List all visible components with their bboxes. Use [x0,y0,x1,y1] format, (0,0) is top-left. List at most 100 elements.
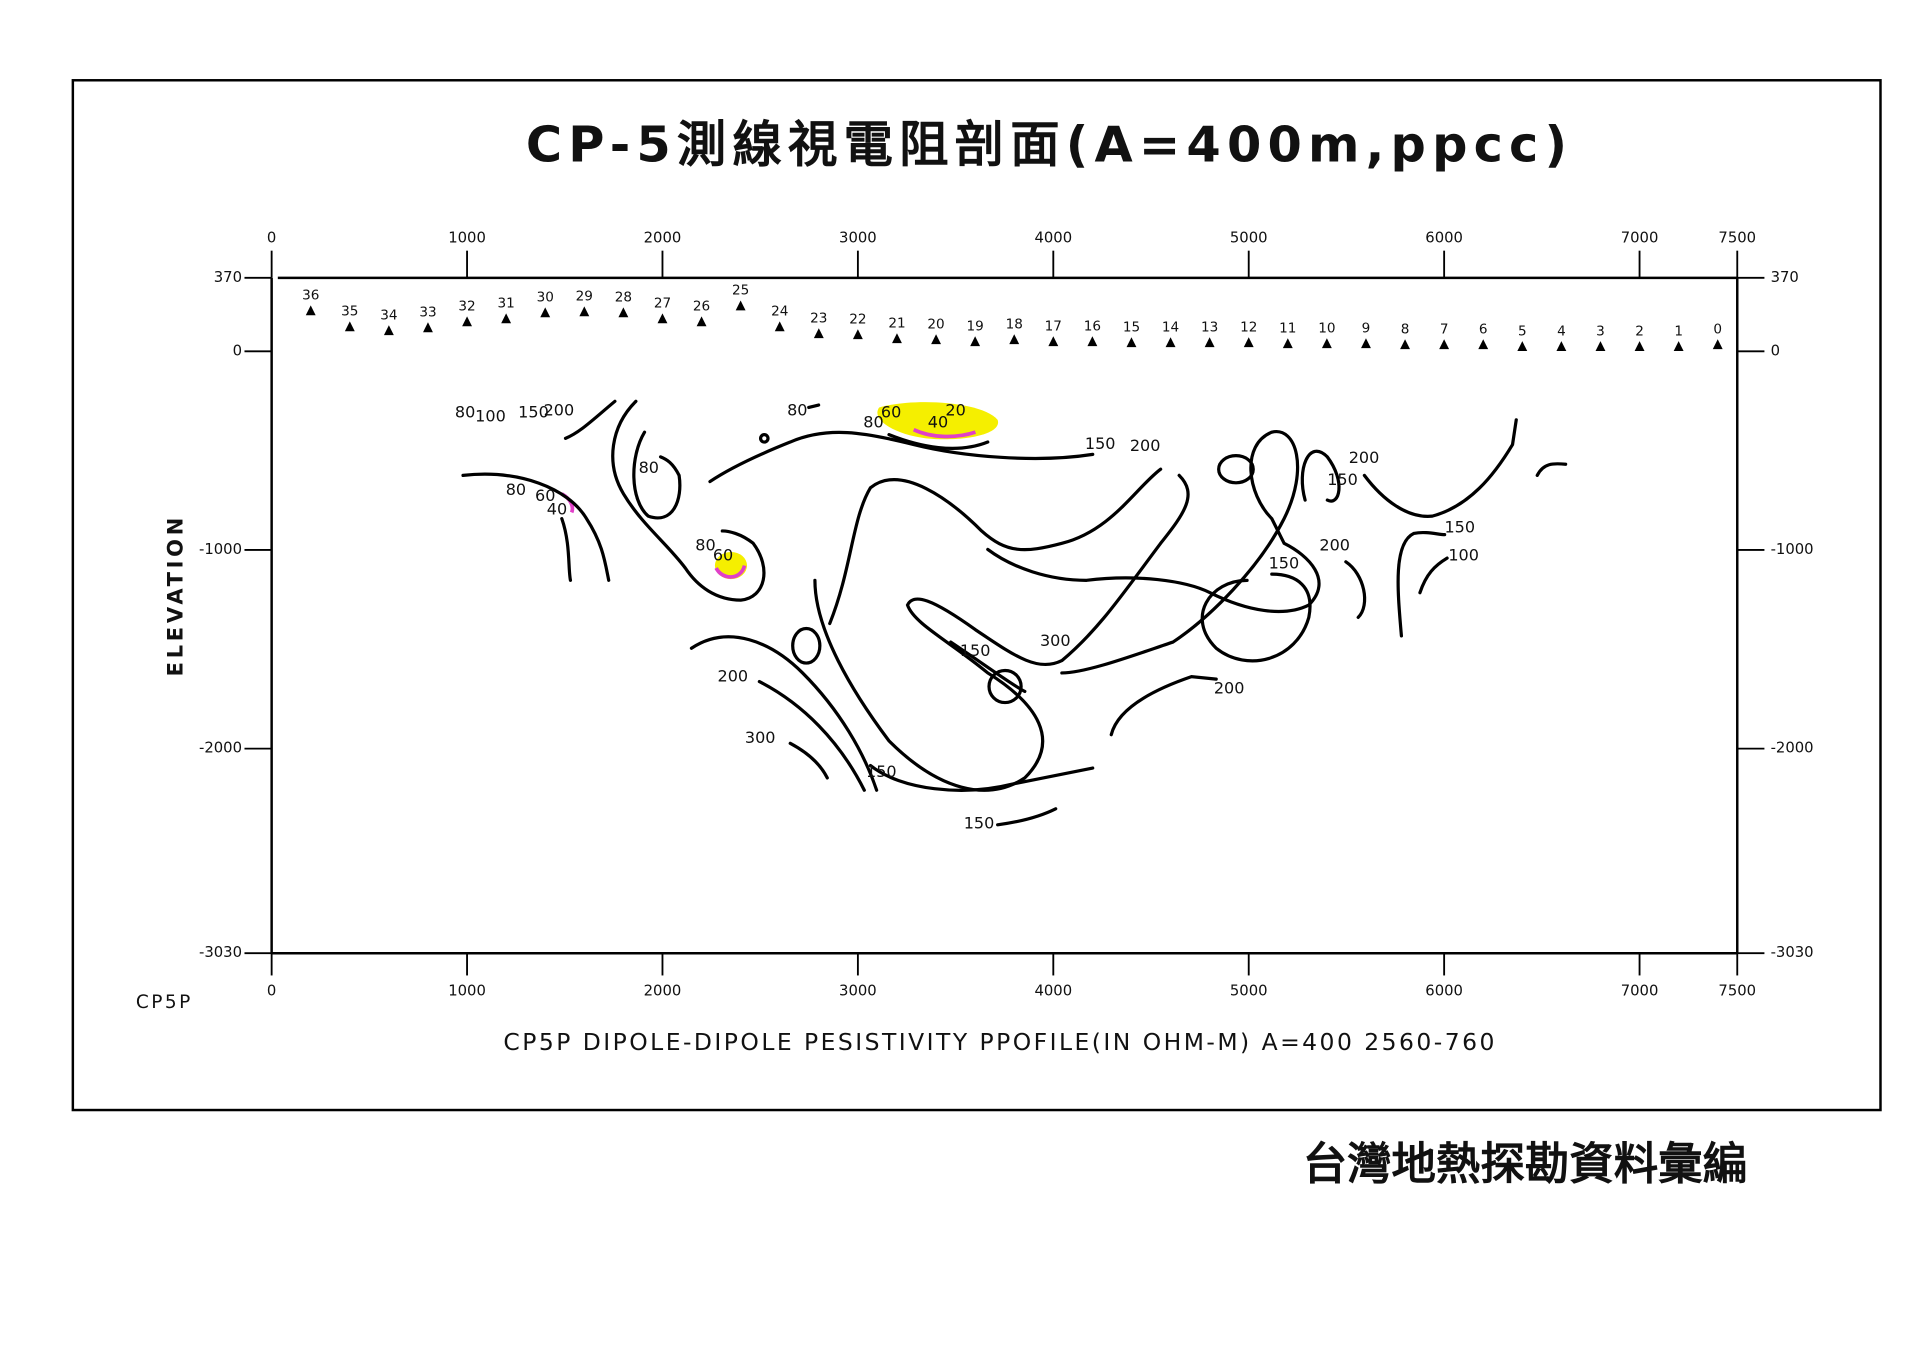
x-tick-label: 5000 [1230,229,1268,246]
station-label: 14 [1162,319,1179,335]
station-label: 25 [732,283,749,299]
station-marker [1126,337,1137,348]
contour-label: 300 [745,728,776,747]
station-marker [735,300,746,311]
station-label: 30 [537,290,554,306]
station-marker [774,321,785,332]
station-label: 26 [693,298,710,314]
highlight-line [912,428,977,439]
x-axis-label: CP5P DIPOLE-DIPOLE PESISTIVITY PPOFILE(I… [503,1028,1496,1056]
chart-title: CP-5測線視電阻剖面(A=400m,ppcc) [526,116,1573,174]
contour-label: 100 [1448,545,1479,564]
station-marker [501,313,512,324]
y-tick-label: 370 [214,269,242,286]
station-marker [970,336,981,347]
contour-line [791,626,822,665]
station-label: 21 [888,315,905,331]
station-label: 13 [1201,319,1218,335]
contour-line [807,403,821,410]
station-marker [1439,339,1450,350]
y-tick-label: 370 [1771,269,1799,286]
contour-line [461,472,611,582]
station-marker [462,316,472,327]
station-marker [423,322,433,333]
station-label: 2 [1635,323,1644,339]
contour-line [1217,454,1255,485]
contour-line [1535,462,1568,477]
contour-label: 150 [1327,470,1358,489]
contour-label: 150 [866,762,897,781]
station-marker [852,329,863,340]
station-marker [813,328,824,339]
x-tick-label: 1000 [448,983,486,1000]
station-marker [1361,338,1371,349]
station-label: 22 [849,311,866,327]
station-marker [305,305,316,316]
station-marker [1087,336,1098,347]
contour-label: 150 [960,641,991,660]
x-tick-label: 1000 [448,229,486,246]
x-tick-label: 4000 [1034,983,1072,1000]
contour-label: 150 [518,402,549,421]
contour-line [611,399,766,602]
contour-line [1200,572,1312,663]
station-label: 20 [927,316,944,332]
station-label: 27 [654,295,671,311]
contour-label: 200 [1349,448,1380,467]
station-label: 15 [1123,319,1140,335]
station-label: 29 [576,289,593,305]
contour-label: 200 [1214,679,1245,698]
x-tick-label: 7500 [1718,983,1756,1000]
station-marker [1712,339,1723,350]
x-tick-label: 0 [267,983,276,1000]
y-tick-label: -2000 [1771,740,1814,757]
station-marker [1595,341,1606,352]
station-marker [931,334,941,345]
contour-line [1362,418,1518,518]
station-marker [657,313,668,324]
station-label: 16 [1084,318,1101,334]
contour-line [1109,675,1218,737]
y-axis-label: ELEVATION [164,514,188,676]
station-label: 17 [1045,318,1062,334]
y-tick-label: -3030 [1771,944,1814,961]
x-tick-label: 6000 [1425,983,1463,1000]
contour-label: 150 [964,814,995,833]
station-marker [344,321,355,332]
contour-line [788,741,829,780]
contour-line [632,430,682,520]
contours [461,399,1568,827]
station-label: 18 [1006,316,1023,332]
x-tick-label: 6000 [1425,229,1463,246]
x-tick-label: 2000 [644,983,682,1000]
station-label: 36 [302,288,319,304]
station-marker [1165,337,1176,348]
y-tick-label: -3030 [199,944,242,961]
contour-label: 40 [547,500,567,519]
station-label: 34 [380,307,397,323]
station-label: 12 [1240,319,1257,335]
contour-label: 80 [639,458,659,477]
contour-label: 200 [544,400,575,419]
station-marker [1478,339,1489,350]
station-label: 5 [1518,323,1527,339]
x-tick-label: 3000 [839,983,877,1000]
x-tick-label: 7000 [1621,229,1659,246]
y-tick-label: -2000 [199,740,242,757]
y-tick-label: -1000 [1771,541,1814,558]
station-label: 3 [1596,323,1605,339]
contour-line [1344,560,1367,619]
station-marker [1204,337,1215,348]
station-marker [579,306,590,317]
contour-label: 80 [787,400,807,419]
x-tick-label: 2000 [644,229,682,246]
contour-line [828,467,1163,626]
contour-line [1300,449,1341,503]
contour-label: 150 [1269,553,1300,572]
contour-label: 200 [1130,436,1161,455]
contour-line [887,433,990,450]
station-label: 4 [1557,323,1566,339]
contour-line [986,430,1321,675]
station-label: 9 [1362,320,1371,336]
